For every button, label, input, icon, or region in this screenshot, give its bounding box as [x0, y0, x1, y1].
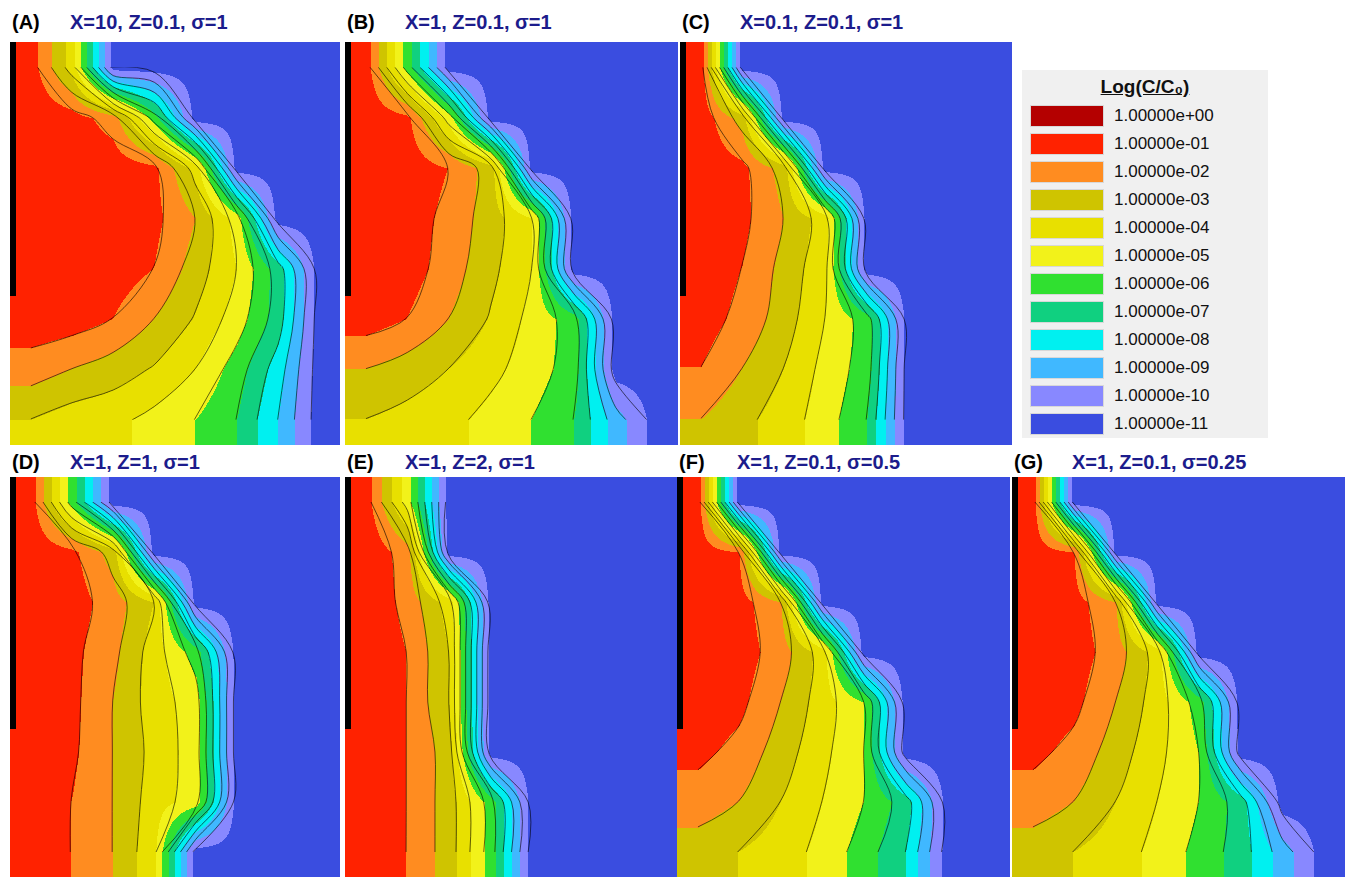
svg-text:X=1, Z=1, σ=1: X=1, Z=1, σ=1 — [70, 451, 200, 473]
svg-text:(G): (G) — [1014, 451, 1043, 473]
svg-text:(B): (B) — [347, 11, 375, 33]
html-text:1.00000e-04: 1.00000e-04 — [1114, 218, 1210, 237]
svg-text:(A): (A) — [12, 11, 40, 33]
svg-text:(F): (F) — [679, 451, 705, 473]
html-text:1.00000e-05: 1.00000e-05 — [1114, 246, 1210, 265]
svg-text:X=1, Z=0.1, σ=1: X=1, Z=0.1, σ=1 — [405, 11, 552, 33]
html-text:Log(C/C₀): Log(C/C₀) — [1100, 76, 1190, 97]
html-text:1.00000e-07: 1.00000e-07 — [1114, 302, 1210, 321]
html-text:1.00000e-01: 1.00000e-01 — [1114, 134, 1210, 153]
svg-text:X=1, Z=0.1, σ=0.25: X=1, Z=0.1, σ=0.25 — [1072, 451, 1246, 473]
svg-text:(E): (E) — [347, 451, 374, 473]
html-text:1.00000e-11: 1.00000e-11 — [1114, 414, 1209, 433]
html-text:1.00000e-08: 1.00000e-08 — [1114, 330, 1210, 349]
html-text:1.00000e-03: 1.00000e-03 — [1114, 190, 1210, 209]
svg-text:X=1, Z=2, σ=1: X=1, Z=2, σ=1 — [405, 451, 535, 473]
svg-text:X=10, Z=0.1, σ=1: X=10, Z=0.1, σ=1 — [70, 11, 228, 33]
svg-text:X=1, Z=0.1, σ=0.5: X=1, Z=0.1, σ=0.5 — [737, 451, 900, 473]
html-text:1.00000e+00: 1.00000e+00 — [1114, 106, 1214, 125]
svg-text:(D): (D) — [12, 451, 40, 473]
html-text:1.00000e-02: 1.00000e-02 — [1114, 162, 1210, 181]
svg-text:(C): (C) — [682, 11, 710, 33]
svg-text:X=0.1, Z=0.1, σ=1: X=0.1, Z=0.1, σ=1 — [740, 11, 903, 33]
html-text:1.00000e-10: 1.00000e-10 — [1114, 386, 1210, 405]
html-text:1.00000e-06: 1.00000e-06 — [1114, 274, 1210, 293]
html-text:1.00000e-09: 1.00000e-09 — [1114, 358, 1210, 377]
